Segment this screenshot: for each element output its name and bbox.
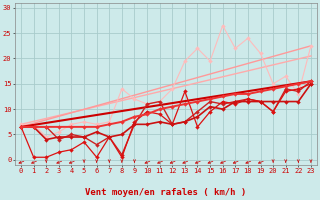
X-axis label: Vent moyen/en rafales ( km/h ): Vent moyen/en rafales ( km/h ) xyxy=(85,188,247,197)
